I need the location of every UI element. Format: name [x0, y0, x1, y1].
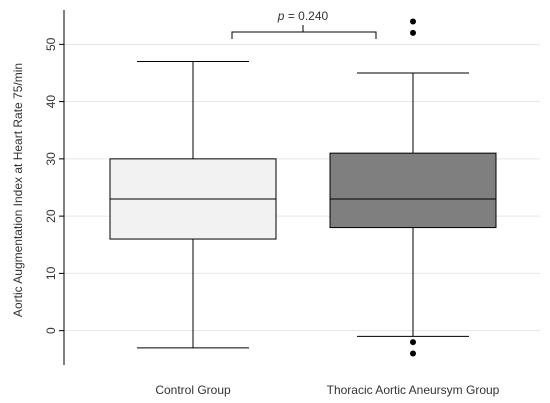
axes: 0 10 20 30 40 50: [44, 10, 65, 365]
box-group: [109, 61, 277, 349]
x-category-label: Control Group: [155, 383, 231, 397]
box-iqr: [329, 152, 497, 229]
boxes: [109, 18, 497, 357]
y-tick-label: 0: [44, 327, 58, 334]
y-tick-label: 20: [44, 209, 58, 223]
p-value-symbol: p: [277, 9, 285, 23]
outlier-point: [410, 339, 416, 346]
y-tick-label: 30: [44, 152, 58, 166]
y-tick-label: 40: [44, 95, 58, 109]
p-value-text: = 0.240: [284, 9, 328, 23]
y-axis-label: Aortic Augmentation Index at Heart Rate …: [11, 63, 25, 317]
outlier-point: [410, 29, 416, 36]
x-category-label: Thoracic Aortic Aneursym Group: [327, 383, 500, 397]
y-tick-label: 10: [44, 266, 58, 280]
outlier-point: [410, 18, 416, 25]
box-group: [329, 18, 497, 357]
significance-annotation: p = 0.240: [231, 9, 377, 39]
significance-bracket: [231, 31, 377, 39]
labels: Control Group Thoracic Aortic Aneursym Gr…: [155, 383, 499, 397]
outlier-point: [410, 350, 416, 357]
y-tick-label: 50: [44, 37, 58, 51]
p-value-annotation: p = 0.240: [277, 9, 329, 23]
